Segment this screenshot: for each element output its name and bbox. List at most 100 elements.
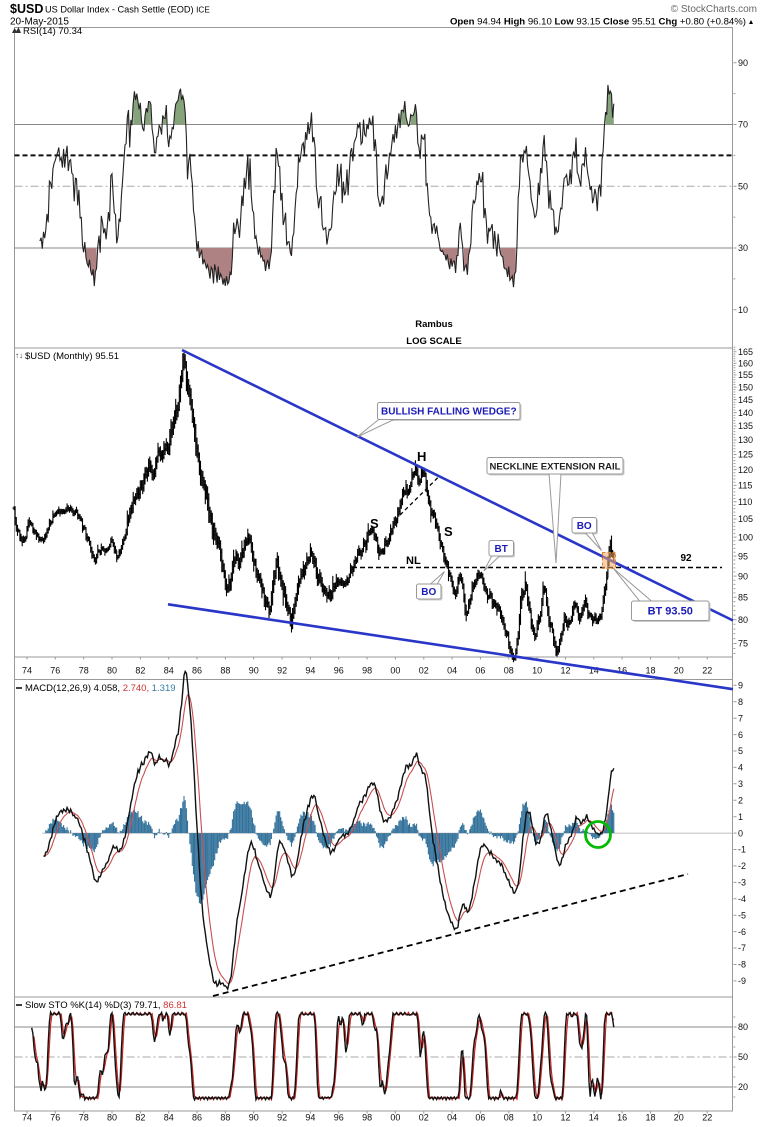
svg-text:88: 88	[220, 1113, 230, 1123]
svg-text:82: 82	[135, 666, 145, 676]
svg-text:86: 86	[192, 666, 202, 676]
svg-text:02: 02	[419, 666, 429, 676]
svg-text:BO: BO	[577, 521, 592, 532]
svg-text:3: 3	[738, 779, 743, 789]
svg-text:30: 30	[738, 243, 748, 253]
svg-text:8: 8	[738, 697, 743, 707]
svg-text:Open 94.94 High 96.10 Low 93.1: Open 94.94 High 96.10 Low 93.15 Close 95…	[450, 17, 746, 28]
svg-text:7: 7	[738, 713, 743, 723]
svg-text:22: 22	[702, 1113, 712, 1123]
svg-text:75: 75	[738, 639, 748, 649]
svg-text:76: 76	[50, 666, 60, 676]
svg-text:9: 9	[738, 681, 743, 691]
svg-text:-7: -7	[738, 943, 746, 953]
svg-text:10: 10	[532, 1113, 542, 1123]
svg-text:160: 160	[738, 358, 753, 368]
svg-text:-8: -8	[738, 960, 746, 970]
svg-text:-2: -2	[738, 861, 746, 871]
svg-text:150: 150	[738, 382, 753, 392]
svg-text:20: 20	[738, 1082, 748, 1092]
svg-text:80: 80	[738, 1022, 748, 1032]
svg-text:$USD (Monthly) 95.51: $USD (Monthly) 95.51	[25, 351, 119, 362]
svg-text:80: 80	[107, 666, 117, 676]
svg-text:H: H	[417, 449, 426, 464]
svg-text:50: 50	[738, 181, 748, 191]
svg-text:84: 84	[164, 666, 174, 676]
svg-text:16: 16	[617, 666, 627, 676]
svg-text:105: 105	[738, 514, 753, 524]
svg-text:100: 100	[738, 532, 753, 542]
svg-text:84: 84	[164, 1113, 174, 1123]
svg-text:5: 5	[738, 746, 743, 756]
svg-text:10: 10	[738, 305, 748, 315]
svg-text:2: 2	[738, 796, 743, 806]
svg-text:90: 90	[249, 1113, 259, 1123]
svg-text:Rambus: Rambus	[415, 319, 452, 330]
svg-text:125: 125	[738, 450, 753, 460]
svg-text:74: 74	[22, 1113, 32, 1123]
svg-text:98: 98	[362, 1113, 372, 1123]
svg-text:08: 08	[504, 1113, 514, 1123]
svg-text:88: 88	[220, 666, 230, 676]
svg-text:145: 145	[738, 395, 753, 405]
svg-text:BULLISH FALLING WEDGE?: BULLISH FALLING WEDGE?	[381, 407, 517, 418]
svg-text:155: 155	[738, 370, 753, 380]
svg-text:135: 135	[738, 421, 753, 431]
svg-text:16: 16	[617, 1113, 627, 1123]
svg-text:78: 78	[79, 1113, 89, 1123]
svg-text:98: 98	[362, 666, 372, 676]
svg-text:6: 6	[738, 730, 743, 740]
svg-text:↑↓: ↑↓	[15, 351, 23, 360]
svg-text:MACD(12,26,9) 4.058, 2.740, 1.: MACD(12,26,9) 4.058, 2.740, 1.319	[25, 683, 176, 694]
svg-text:RSI(14) 70.34: RSI(14) 70.34	[23, 26, 82, 37]
svg-text:0: 0	[738, 828, 743, 838]
svg-text:08: 08	[504, 666, 514, 676]
svg-text:© StockCharts.com: © StockCharts.com	[671, 4, 757, 15]
svg-text:90: 90	[738, 58, 748, 68]
svg-text:96: 96	[334, 666, 344, 676]
svg-text:S: S	[444, 524, 453, 539]
svg-text:Slow STO %K(14) %D(3) 79.71, 8: Slow STO %K(14) %D(3) 79.71, 86.81	[25, 1000, 187, 1011]
svg-text:-9: -9	[738, 976, 746, 986]
svg-text:-1: -1	[738, 845, 746, 855]
svg-text:82: 82	[135, 1113, 145, 1123]
svg-text:US Dollar Index - Cash Settle: US Dollar Index - Cash Settle (EOD) ICE	[45, 5, 210, 15]
svg-text:85: 85	[738, 592, 748, 602]
svg-text:18: 18	[645, 1113, 655, 1123]
svg-text:-3: -3	[738, 878, 746, 888]
svg-text:92: 92	[277, 1113, 287, 1123]
svg-text:140: 140	[738, 408, 753, 418]
svg-text:76: 76	[50, 1113, 60, 1123]
svg-text:06: 06	[475, 666, 485, 676]
svg-text:LOG SCALE: LOG SCALE	[406, 336, 461, 347]
svg-text:NECKLINE EXTENSION RAIL: NECKLINE EXTENSION RAIL	[490, 461, 621, 472]
svg-text:06: 06	[475, 1113, 485, 1123]
svg-text:BO: BO	[421, 587, 436, 598]
svg-text:20: 20	[674, 666, 684, 676]
svg-text:14: 14	[589, 1113, 599, 1123]
svg-text:94: 94	[305, 666, 315, 676]
svg-text:50: 50	[738, 1052, 748, 1062]
svg-text:96: 96	[334, 1113, 344, 1123]
svg-text:04: 04	[447, 666, 457, 676]
svg-text:130: 130	[738, 435, 753, 445]
svg-text:94: 94	[305, 1113, 315, 1123]
svg-text:1: 1	[738, 812, 743, 822]
svg-text:04: 04	[447, 1113, 457, 1123]
svg-text:BT: BT	[495, 544, 508, 555]
svg-text:NL: NL	[406, 555, 421, 567]
svg-text:14: 14	[589, 666, 599, 676]
svg-text:10: 10	[532, 666, 542, 676]
svg-text:90: 90	[249, 666, 259, 676]
svg-text:74: 74	[22, 666, 32, 676]
svg-text:165: 165	[738, 347, 753, 357]
svg-text:02: 02	[419, 1113, 429, 1123]
svg-text:80: 80	[738, 615, 748, 625]
svg-text:70: 70	[738, 120, 748, 130]
svg-text:86: 86	[192, 1113, 202, 1123]
svg-text:12: 12	[560, 666, 570, 676]
svg-text:22: 22	[702, 666, 712, 676]
svg-text:110: 110	[738, 497, 752, 507]
svg-text:S: S	[370, 516, 379, 531]
svg-text:BT 93.50: BT 93.50	[648, 606, 693, 618]
